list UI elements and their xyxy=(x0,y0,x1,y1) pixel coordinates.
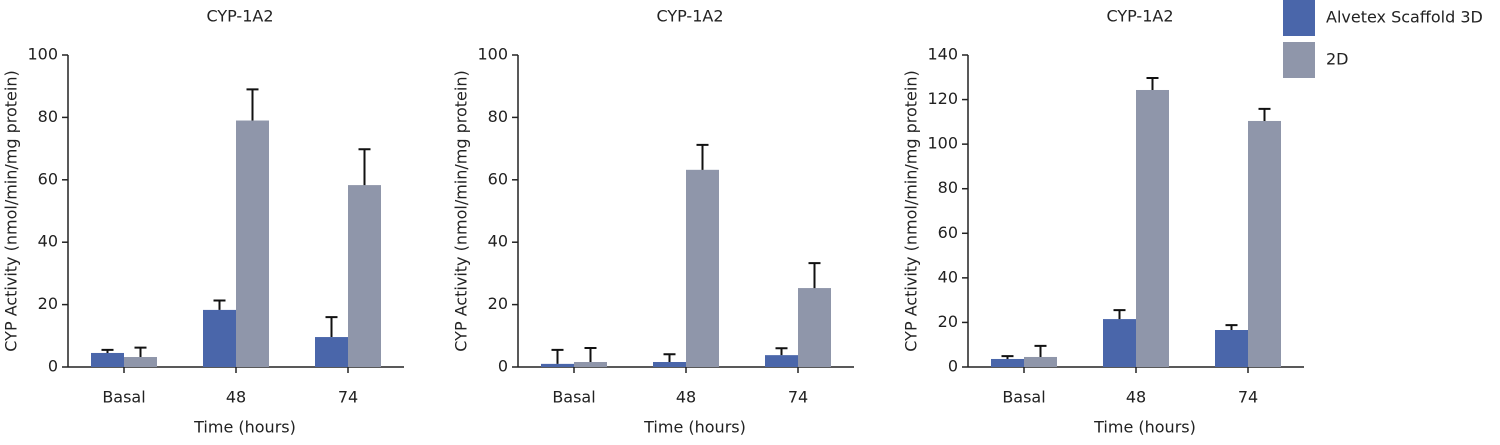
y-tick-label: 40 xyxy=(488,232,508,251)
y-tick-label: 20 xyxy=(488,294,508,313)
error-bar xyxy=(696,143,709,170)
bar xyxy=(1248,120,1281,367)
error-bar xyxy=(1113,309,1126,320)
y-tick-label: 120 xyxy=(927,89,958,108)
error-bar xyxy=(134,346,147,358)
y-tick-label: 80 xyxy=(488,107,508,126)
y-axis-label: CYP Activity (nmol/min/mg protein) xyxy=(902,70,921,351)
error-bar xyxy=(663,353,676,363)
bar xyxy=(1024,356,1057,367)
x-tick-label: Basal xyxy=(552,388,595,407)
y-axis-label: CYP Activity (nmol/min/mg protein) xyxy=(452,70,471,351)
x-axis-label: Time (hours) xyxy=(1093,418,1196,437)
y-tick-label: 0 xyxy=(498,357,508,376)
error-bar xyxy=(584,346,597,363)
x-axis-label: Time (hours) xyxy=(193,418,296,437)
y-tick-label: 140 xyxy=(927,45,958,64)
error-bar xyxy=(358,148,371,186)
y-axis-label: CYP Activity (nmol/min/mg protein) xyxy=(2,70,21,351)
y-tick-label: 80 xyxy=(38,107,58,126)
y-tick-label: 0 xyxy=(948,357,958,376)
bar xyxy=(124,357,157,367)
y-tick-label: 40 xyxy=(938,267,958,286)
y-tick-label: 100 xyxy=(477,45,508,64)
y-tick-label: 60 xyxy=(938,223,958,242)
bar xyxy=(653,362,686,367)
error-bar xyxy=(1146,76,1159,90)
y-tick-label: 20 xyxy=(38,294,58,313)
error-bar xyxy=(1225,324,1238,331)
bar xyxy=(798,288,831,367)
chart-title: CYP-1A2 xyxy=(206,7,273,26)
bar xyxy=(91,352,124,367)
bar xyxy=(236,120,269,368)
error-bar xyxy=(808,262,821,289)
y-tick-label: 40 xyxy=(38,232,58,251)
y-tick-label: 20 xyxy=(938,312,958,331)
x-tick-label: 48 xyxy=(676,388,696,407)
bar xyxy=(574,362,607,367)
error-bar xyxy=(775,347,788,356)
x-tick-label: 48 xyxy=(1126,388,1146,407)
error-bar xyxy=(325,316,338,338)
x-tick-label: 48 xyxy=(226,388,246,407)
error-bar xyxy=(101,348,114,353)
error-bar xyxy=(1258,107,1271,121)
bar xyxy=(686,169,719,367)
error-bar xyxy=(213,299,226,310)
x-tick-label: 74 xyxy=(338,388,358,407)
x-tick-label: Basal xyxy=(102,388,145,407)
y-tick-label: 60 xyxy=(488,169,508,188)
y-tick-label: 80 xyxy=(938,178,958,197)
error-bar xyxy=(1001,355,1014,359)
legend-label: 2D xyxy=(1326,50,1349,69)
chart-title: CYP-1A2 xyxy=(1106,7,1173,26)
y-tick-label: 0 xyxy=(48,357,58,376)
bar xyxy=(348,185,381,367)
chart-title: CYP-1A2 xyxy=(656,7,723,26)
bar xyxy=(315,337,348,367)
bar xyxy=(541,363,574,367)
error-bar xyxy=(551,348,564,364)
error-bar xyxy=(246,88,259,121)
x-tick-label: 74 xyxy=(788,388,808,407)
bar xyxy=(765,355,798,367)
bar xyxy=(991,358,1024,367)
legend-label: Alvetex Scaffold 3D xyxy=(1326,8,1483,27)
bar xyxy=(1136,89,1169,367)
x-tick-label: Basal xyxy=(1002,388,1045,407)
y-tick-label: 100 xyxy=(27,45,58,64)
x-axis-label: Time (hours) xyxy=(643,418,746,437)
legend-swatch xyxy=(1283,42,1315,78)
x-tick-label: 74 xyxy=(1238,388,1258,407)
bar xyxy=(203,309,236,367)
bar xyxy=(1215,330,1248,367)
bar xyxy=(1103,319,1136,367)
legend-swatch xyxy=(1283,0,1315,36)
error-bar xyxy=(1034,344,1047,357)
y-tick-label: 60 xyxy=(38,169,58,188)
y-tick-label: 100 xyxy=(927,134,958,153)
